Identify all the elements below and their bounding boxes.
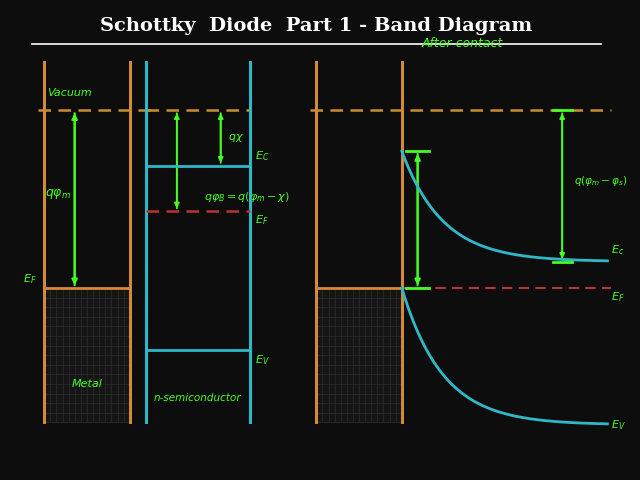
Text: $E_V$: $E_V$ [255,353,270,367]
Text: $E_C$: $E_C$ [255,149,269,163]
Text: $q(\varphi_m - \varphi_s)$: $q(\varphi_m - \varphi_s)$ [573,174,627,188]
Text: $q\varphi_B = q(\varphi_m - \chi)$: $q\varphi_B = q(\varphi_m - \chi)$ [204,190,290,204]
Text: $E_F$: $E_F$ [611,290,624,304]
Text: $E_F$: $E_F$ [255,214,269,228]
Text: Schottky  Diode  Part 1 - Band Diagram: Schottky Diode Part 1 - Band Diagram [100,17,532,36]
Text: $E_F$: $E_F$ [23,272,36,286]
Text: $q\chi$: $q\chi$ [228,132,244,144]
Text: After contact: After contact [421,36,502,50]
Text: $E_V$: $E_V$ [611,418,625,432]
Text: Metal: Metal [72,379,102,389]
Text: Vacuum: Vacuum [47,88,92,98]
Text: $q\varphi_m$: $q\varphi_m$ [45,187,72,202]
Text: $E_c$: $E_c$ [611,243,624,257]
Text: n-semiconductor: n-semiconductor [154,394,241,403]
